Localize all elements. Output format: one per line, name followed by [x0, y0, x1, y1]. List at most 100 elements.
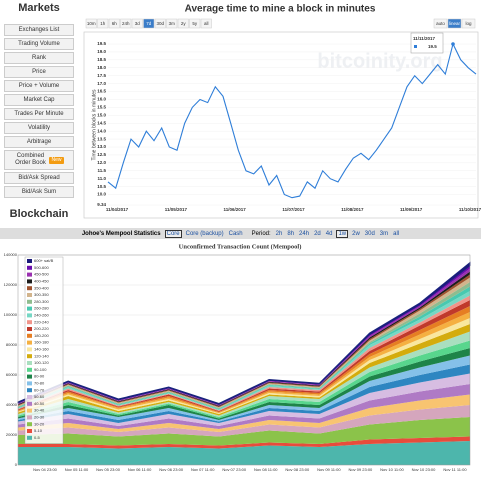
range-button[interactable]: [108, 18, 120, 29]
sidebar-button-label: Price: [32, 68, 46, 75]
chart-frame: [83, 31, 479, 219]
x-tick-label: Nov 09 23:00: [348, 467, 373, 472]
sidebar-button[interactable]: Trades Per Minute: [4, 108, 74, 120]
new-badge: New: [49, 156, 64, 164]
period-button[interactable]: 8h: [287, 230, 295, 237]
range-button[interactable]: [97, 18, 109, 29]
sidebar-button[interactable]: Price: [4, 66, 74, 78]
legend-label: 350-400: [34, 285, 49, 290]
sidebar-button[interactable]: Rank: [4, 52, 74, 64]
legend-label: 300-350: [34, 292, 49, 297]
period-button[interactable]: 4d: [325, 230, 333, 237]
scale-button[interactable]: [447, 18, 462, 29]
y-tick-label: 18.0: [97, 65, 106, 70]
y-tick-label: 9.34: [97, 202, 106, 207]
period-button[interactable]: 2d: [314, 230, 321, 237]
range-button[interactable]: [166, 18, 178, 29]
range-button[interactable]: [131, 18, 143, 29]
sidebar-button[interactable]: Trading Volume: [4, 38, 74, 50]
scale-button-label: log: [465, 21, 472, 26]
range-button-label: 30d: [156, 21, 164, 26]
y-tick-label: 17.0: [97, 81, 106, 86]
legend-label: 500-600: [34, 265, 49, 270]
range-button[interactable]: [177, 18, 189, 29]
legend-label: 200-220: [34, 326, 49, 331]
legend-swatch: [27, 333, 32, 338]
period-button[interactable]: 24h: [299, 230, 310, 237]
legend-label: 160-180: [34, 340, 49, 345]
plot-frame: [17, 254, 471, 466]
y-tick-label: 19.0: [97, 49, 106, 54]
x-tick-label: Nov 09 11:00: [317, 467, 341, 472]
x-tick-label: 11/04/2017: [106, 207, 129, 212]
legend-swatch: [27, 293, 32, 297]
y-tick-label: 18.5: [97, 57, 106, 62]
period-button[interactable]: 2w: [352, 230, 360, 237]
range-button[interactable]: [120, 18, 132, 29]
source-button[interactable]: Cash: [228, 230, 243, 237]
legend-label: 220-240: [34, 319, 49, 324]
sidebar-button[interactable]: Combined Order Book New: [4, 150, 74, 170]
x-tick-label: 11/09/2017: [400, 207, 423, 212]
x-tick-label: 11/10/2017: [459, 207, 481, 212]
sidebar-button[interactable]: Exchanges List: [4, 24, 74, 36]
range-button[interactable]: [143, 18, 155, 29]
sidebar-button[interactable]: Arbitrage: [4, 136, 74, 148]
legend-swatch: [27, 299, 32, 304]
scale-button[interactable]: [433, 18, 448, 29]
legend-label: 60-70: [34, 387, 45, 392]
legend-swatch: [27, 429, 32, 433]
source-button[interactable]: Core (backup): [185, 230, 224, 237]
y-tick-label: 12.5: [97, 152, 106, 157]
scale-button[interactable]: [461, 18, 476, 29]
legend-label: 400-450: [34, 278, 49, 283]
legend-label: 450-500: [34, 272, 49, 277]
legend-label: 180-200: [34, 333, 49, 338]
legend-swatch: [27, 347, 32, 352]
sidebar-button[interactable]: Volatility: [4, 122, 74, 134]
range-button[interactable]: [200, 18, 212, 29]
sidebar-button[interactable]: Bid/Ask Spread: [4, 172, 74, 184]
y-axis-label: Time between blocks in minutes: [91, 89, 97, 160]
range-button[interactable]: [154, 18, 166, 29]
period-button[interactable]: all: [393, 230, 400, 237]
legend-swatch: [27, 265, 32, 270]
range-button-label: 10m: [87, 21, 96, 26]
period-button[interactable]: 2h: [275, 230, 283, 237]
tooltip-box: [410, 32, 444, 54]
sidebar-button[interactable]: Bid/Ask Sum: [4, 186, 74, 198]
sidebar-button-label: Volatility: [27, 124, 50, 131]
y-tick-label: 120000: [4, 282, 18, 287]
legend-label: 600+ sat/B: [34, 258, 54, 263]
legend-label: 120-140: [34, 353, 49, 358]
legend-swatch: [27, 259, 32, 263]
range-button[interactable]: [85, 18, 97, 29]
y-tick-label: 40000: [6, 402, 18, 407]
range-button[interactable]: [189, 18, 201, 29]
period-label: Period:: [251, 230, 271, 237]
x-tick-label: Nov 06 23:00: [159, 467, 184, 472]
source-button[interactable]: Core: [164, 229, 182, 238]
range-button-label: all: [204, 21, 209, 26]
watermark: bitcoinity.org: [317, 50, 442, 72]
legend-label: 70-80: [34, 380, 45, 385]
sidebar-button[interactable]: Market Cap: [4, 94, 74, 106]
x-tick-label: Nov 06 11:00: [128, 467, 152, 472]
period-button[interactable]: 30d: [364, 230, 375, 237]
x-tick-label: Nov 10 23:00: [412, 467, 437, 472]
range-button-label: 3m: [169, 21, 176, 26]
y-tick-label: 0: [15, 462, 18, 467]
block-time-chart: Average time to mine a block in minutes 1…: [83, 4, 481, 219]
legend-label: 140-160: [34, 346, 49, 351]
y-tick-label: 15.0: [97, 112, 106, 117]
legend-swatch: [27, 367, 32, 372]
legend-label: 100-120: [34, 360, 49, 365]
period-button[interactable]: 3m: [379, 230, 389, 237]
y-tick-label: 80000: [6, 342, 18, 347]
period-button[interactable]: 1w: [336, 229, 349, 238]
y-tick-label: 14.5: [97, 120, 106, 125]
sidebar-button[interactable]: Price + Volume: [4, 80, 74, 92]
chart-title: Unconfirmed Transaction Count (Mempool): [179, 243, 302, 250]
legend-label: 50-60: [34, 394, 45, 399]
x-tick-label: Nov 10 11:00: [380, 467, 404, 472]
